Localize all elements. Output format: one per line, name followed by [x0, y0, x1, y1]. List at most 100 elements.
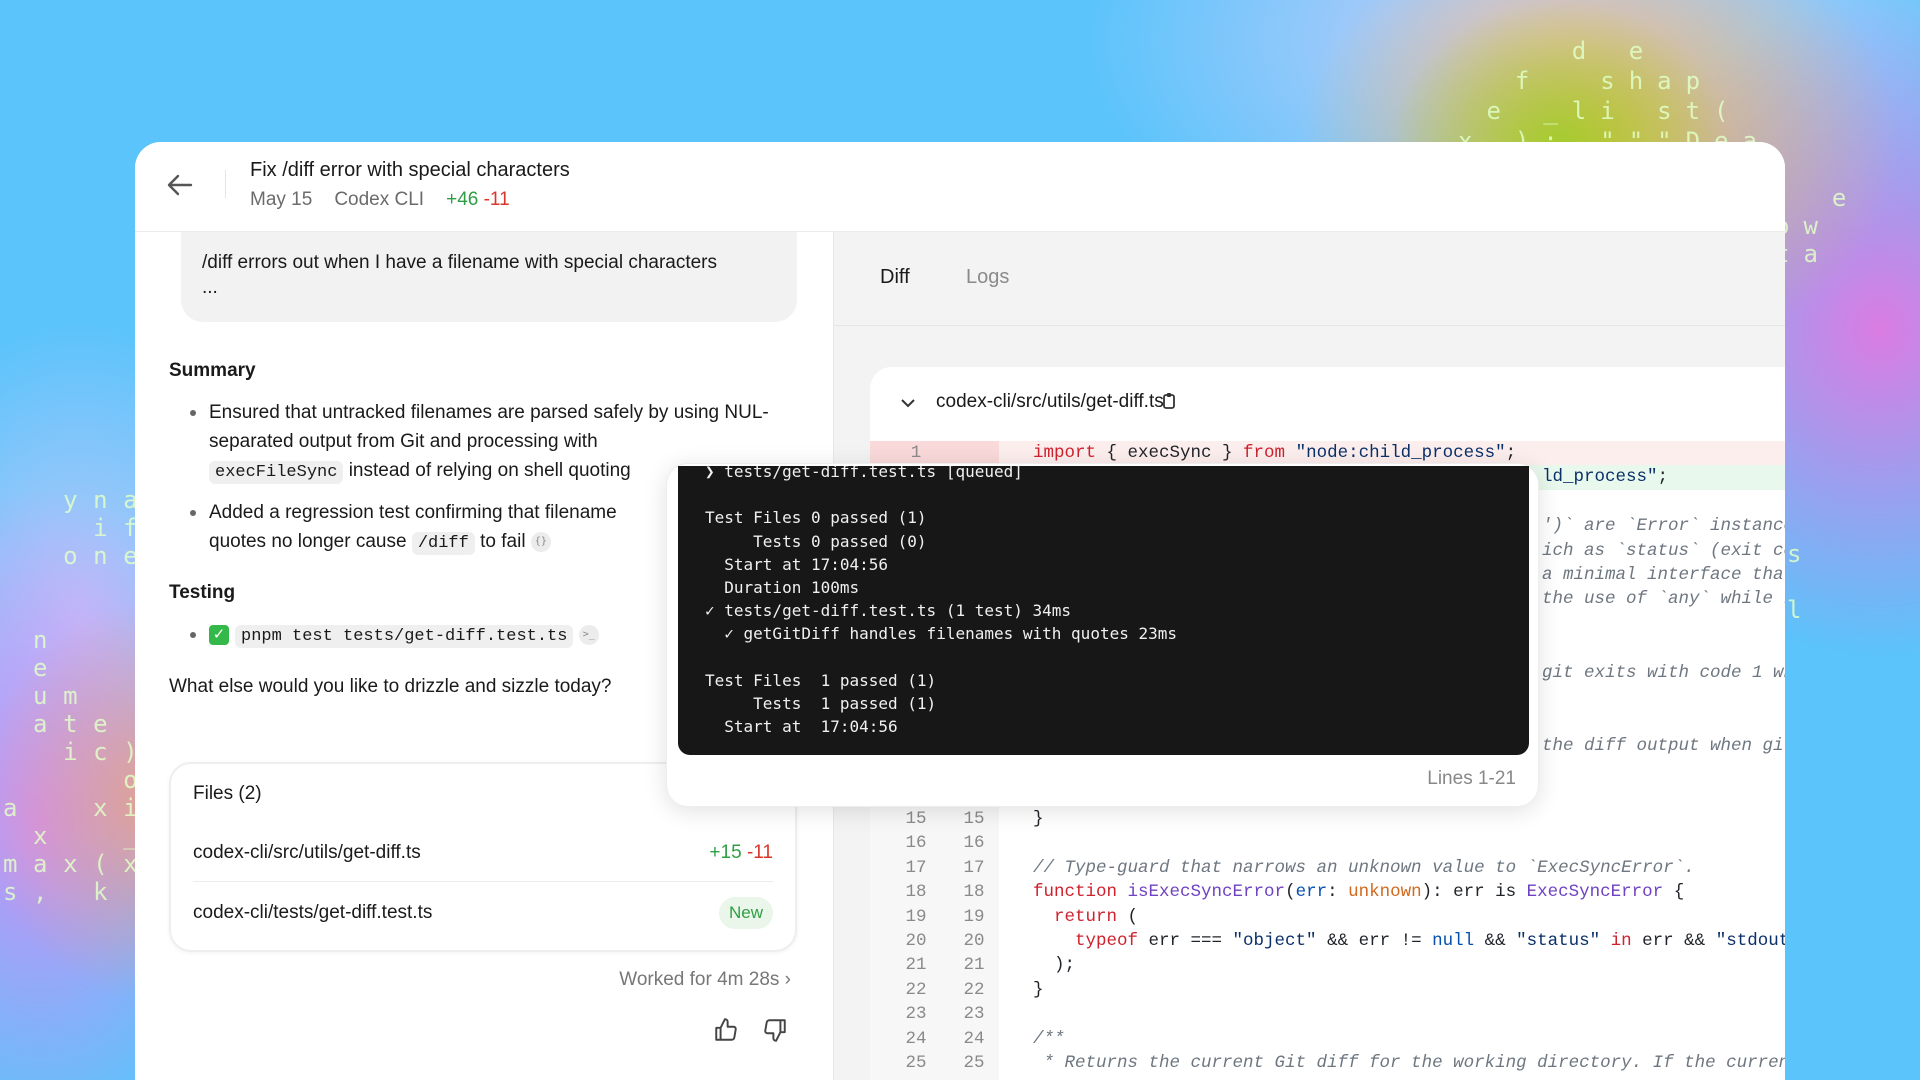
background-text-line: x _	[3, 822, 154, 850]
code-token: function	[1033, 882, 1118, 903]
background-code-text: d e f shap e _li st(x ): """Dea	[1458, 36, 1771, 156]
terminal-text: ❯ tests/get-diff.test.ts [queued] Test Fi…	[705, 466, 1177, 738]
code-text: // Type-guard that narrows an unknown va…	[1033, 856, 1695, 880]
code-token: ;	[1657, 467, 1669, 488]
background-text-line: ow	[1775, 212, 1832, 240]
thumbs-up-icon[interactable]	[713, 1017, 739, 1043]
copy-icon[interactable]	[1162, 392, 1176, 410]
code-text: function isExecSyncError(err: unknown): …	[1033, 880, 1684, 904]
background-text-line: s, k	[3, 878, 124, 906]
terminal-line: Tests 1 passed (1)	[705, 693, 937, 713]
deletions-count: -11	[483, 189, 510, 210]
code-token: err &&	[1631, 931, 1716, 951]
code-token: typeof	[1075, 931, 1139, 951]
line-range: Lines 1-21	[1427, 768, 1516, 789]
line-number: 24	[905, 1028, 927, 1049]
file-path[interactable]: codex-cli/tests/get-diff.test.ts	[193, 902, 433, 923]
terminal-line: Start at 17:04:56	[705, 717, 898, 737]
code-line: 16 16	[870, 831, 1785, 855]
code-token: /**	[1033, 1028, 1065, 1049]
worked-duration-link[interactable]: Worked for 4m 28s ›	[619, 969, 791, 991]
row-divider	[193, 881, 773, 882]
line-number: 16	[905, 833, 927, 854]
line-number: 18	[905, 882, 927, 903]
code-line: ich as `status` (exit co	[870, 539, 1785, 563]
additions-count: +46	[446, 189, 479, 210]
background-text-line: max(x	[3, 850, 154, 878]
line-number: 20	[905, 931, 927, 951]
code-token: ;	[1505, 443, 1517, 463]
test-command: pnpm test tests/get-diff.test.ts	[235, 625, 574, 648]
code-text: /**	[1033, 1027, 1065, 1051]
chevron-down-icon[interactable]	[900, 397, 916, 409]
code-text: ich as `status` (exit co	[1542, 539, 1785, 563]
background-text-line: e	[3, 654, 64, 682]
files-heading: Files (2)	[193, 783, 262, 804]
terminal-line	[705, 646, 1177, 669]
task-title: Fix /diff error with special characters	[250, 159, 570, 181]
background-text-line: d e	[1458, 37, 1658, 65]
new-file-badge: New	[718, 897, 773, 929]
file-diff-header[interactable]: codex-cli/src/utils/get-diff.ts	[870, 367, 1785, 441]
code-token: &&	[1474, 931, 1517, 951]
terminal-line: ❯ tests/get-diff.test.ts [queued]	[705, 466, 1023, 481]
code-text: );	[1033, 953, 1075, 977]
code-token: from	[1243, 443, 1286, 463]
tab-logs[interactable]: Logs	[966, 266, 1010, 288]
file-row[interactable]: codex-cli/tests/get-diff.test.ts New	[193, 897, 773, 929]
code-text: * Returns the current Git diff for the w…	[1033, 1051, 1786, 1075]
code-line: 18 18 function isExecSyncError(err: unknow…	[870, 880, 1785, 904]
code-line: 15 15}	[870, 807, 1785, 831]
code-token: (	[1285, 882, 1296, 903]
terminal-output: ❯ tests/get-diff.test.ts [queued] Test Fi…	[678, 466, 1529, 755]
code-line: ')` are `Error` instance	[870, 514, 1785, 538]
code-token	[1033, 931, 1075, 951]
code-token: // Type-guard that narrows an unknown va…	[1033, 857, 1695, 878]
file-path[interactable]: codex-cli/src/utils/get-diff.ts	[193, 842, 421, 863]
code-line: 20 20 typeof err === "object" && err != n…	[870, 929, 1785, 953]
code-token: "status"	[1516, 931, 1601, 951]
code-text: typeof err === "object" && err != null &…	[1033, 929, 1785, 953]
summary-bullet: Added a regression test confirming that …	[190, 498, 789, 558]
background-text-line: a xi	[3, 794, 154, 822]
summary-bullet: Ensured that untracked filenames are par…	[190, 398, 789, 487]
code-line: 24 24 /**	[870, 1027, 1785, 1051]
file-row[interactable]: codex-cli/src/utils/get-diff.ts +15 -11	[193, 842, 773, 864]
code-token: (	[1117, 906, 1139, 927]
citation-icon[interactable]: {}	[530, 531, 551, 552]
background-text-line: ta	[1775, 240, 1832, 268]
pane-tabs: Diff Logs	[834, 232, 1785, 326]
line-number: 22	[963, 979, 985, 1000]
background-text-line	[1787, 568, 1815, 596]
summary-heading: Summary	[169, 360, 256, 381]
terminal-line: Test Files 0 passed (1)	[705, 508, 927, 528]
code-token: ')` are `Error` instance	[1542, 516, 1785, 537]
background-text-line: e	[1775, 184, 1861, 212]
code-line: the diff output when git	[870, 734, 1785, 758]
code-token: { execSync }	[1096, 443, 1244, 463]
code-token: return	[1054, 906, 1118, 927]
worked-duration: Worked for 4m 28s	[619, 969, 780, 990]
back-arrow-icon[interactable]	[165, 170, 195, 200]
code-token: );	[1033, 955, 1076, 976]
thumbs-down-icon[interactable]	[762, 1017, 788, 1043]
code-token: ): err is	[1421, 882, 1527, 903]
code-token: }	[1033, 979, 1044, 1000]
code-text: ')` are `Error` instance	[1542, 514, 1785, 538]
code-token: * Returns the current Git diff for the w…	[1033, 1053, 1786, 1073]
code-text: import { execSync } from "node:child_pro…	[1033, 441, 1516, 465]
prompt-expand[interactable]: ...	[202, 277, 218, 298]
code-token	[1285, 443, 1296, 463]
task-source: Codex CLI	[334, 189, 425, 210]
logs-popover: ❯ tests/get-diff.test.ts [queued] Test Fi…	[666, 463, 1539, 807]
code-token: unknown	[1348, 882, 1422, 903]
code-text: the diff output when git	[1542, 734, 1785, 758]
diff-file-name: codex-cli/src/utils/get-diff.ts	[936, 391, 1164, 412]
code-token: import	[1033, 443, 1097, 463]
code-token: a minimal interface that	[1542, 565, 1785, 585]
file-changes: +15 -11	[709, 842, 773, 864]
terminal-icon[interactable]: >_	[578, 624, 599, 645]
code-token: ich as `status` (exit co	[1542, 540, 1785, 561]
tab-diff[interactable]: Diff	[880, 266, 910, 288]
